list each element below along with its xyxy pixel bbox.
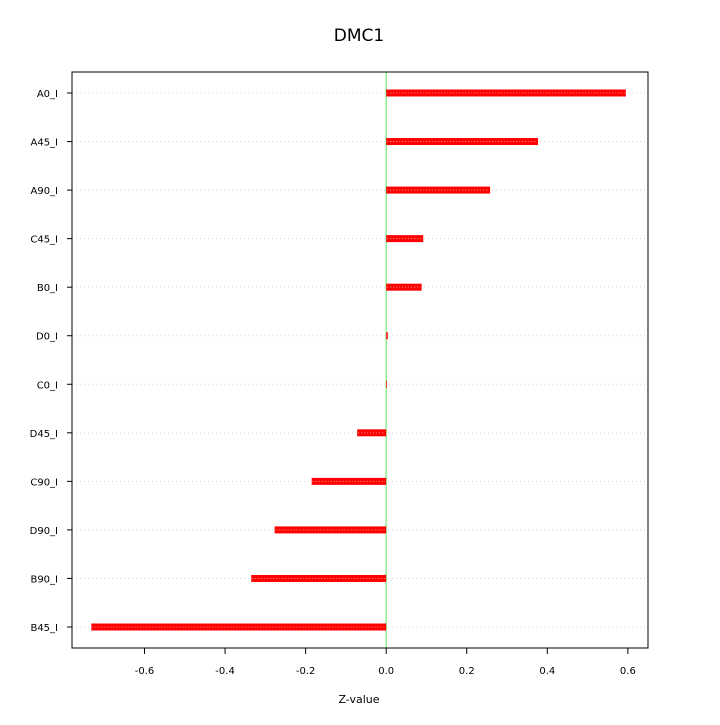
x-axis-title: Z-value xyxy=(338,693,379,706)
x-tick-label: 0.6 xyxy=(620,666,636,677)
y-tick-label: A45_I xyxy=(30,138,58,149)
y-tick-label: D90_I xyxy=(30,526,58,537)
bar-A45_I xyxy=(386,138,539,146)
x-tick-label: -0.4 xyxy=(215,666,235,677)
x-axis: -0.6 -0.4 -0.2 0.0 0.2 0.4 0.6 xyxy=(135,648,636,677)
y-tick-label: C0_I xyxy=(37,380,58,391)
bar-D45_I xyxy=(357,429,387,437)
x-tick-label: 0.0 xyxy=(378,666,394,677)
bar-A0_I xyxy=(386,89,626,97)
y-axis: A0_I A45_I A90_I C45_I B0_I D0_I C0_I D45_I C90_… xyxy=(30,89,72,634)
x-tick-label: -0.2 xyxy=(296,666,316,677)
y-tick-label: B45_I xyxy=(30,623,58,634)
x-tick-label: 0.4 xyxy=(539,666,555,677)
y-tick-label: A0_I xyxy=(37,89,58,100)
y-tick-label: C45_I xyxy=(30,235,58,246)
bar-C45_I xyxy=(386,235,424,243)
bar-B0_I xyxy=(386,283,422,291)
y-tick-label: A90_I xyxy=(30,186,58,197)
y-tick-label: B90_I xyxy=(30,574,58,585)
x-tick-label: 0.2 xyxy=(459,666,475,677)
bar-A90_I xyxy=(386,186,491,194)
y-tick-label: D0_I xyxy=(36,332,58,343)
y-tick-label: C90_I xyxy=(30,477,58,488)
y-tick-label: B0_I xyxy=(37,283,58,294)
bars-layer xyxy=(91,89,626,631)
grid-layer xyxy=(72,92,648,628)
plot-frame xyxy=(71,71,649,649)
y-tick-label: D45_I xyxy=(30,429,58,440)
bar-B45_I xyxy=(91,623,387,631)
x-tick-label: -0.6 xyxy=(135,666,155,677)
chart-title: DMC1 xyxy=(334,26,384,46)
